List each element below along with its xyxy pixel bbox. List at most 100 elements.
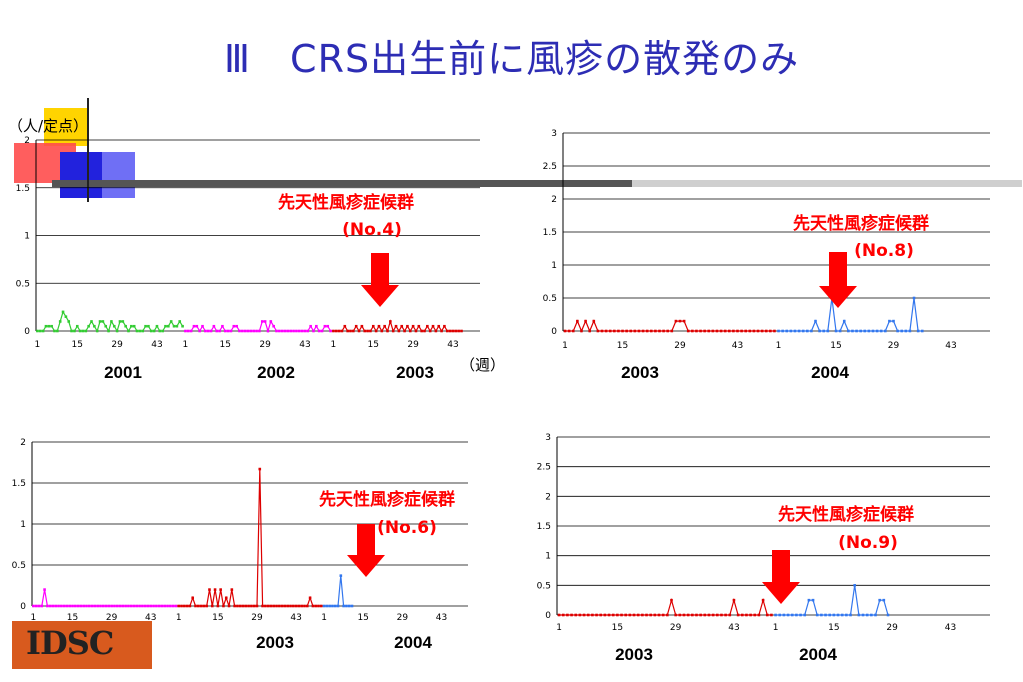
data-point — [682, 319, 686, 323]
data-point — [795, 613, 798, 617]
data-point — [238, 604, 242, 608]
y-tick-label: 1.5 — [16, 184, 30, 194]
data-point — [908, 329, 912, 333]
data-point — [616, 613, 619, 617]
y-tick-label: 0.5 — [16, 279, 30, 289]
data-point — [65, 604, 69, 608]
data-point — [118, 320, 122, 323]
x-tick-label: 15 — [357, 613, 368, 623]
x-tick-label: 29 — [670, 623, 682, 633]
data-point — [311, 604, 315, 608]
data-point — [115, 604, 119, 608]
x-tick-label: 1 — [35, 340, 41, 350]
data-point — [875, 329, 879, 333]
data-point — [756, 329, 760, 333]
x-tick-label: 15 — [368, 340, 379, 350]
series-line-2004 — [775, 585, 889, 616]
data-point — [847, 329, 850, 333]
data-point — [143, 604, 147, 608]
data-point — [138, 604, 141, 608]
annotation-number: (No.9) — [838, 533, 898, 553]
data-point — [342, 604, 345, 608]
data-point — [411, 324, 415, 328]
x-tick-label: 43 — [945, 341, 956, 351]
data-point — [339, 574, 343, 577]
data-point — [454, 329, 458, 333]
data-point — [715, 613, 719, 617]
x-tick-label: 1 — [183, 340, 189, 350]
data-point — [707, 613, 711, 617]
data-point — [255, 329, 258, 333]
data-point — [582, 613, 586, 617]
data-point — [805, 329, 809, 333]
data-point — [617, 329, 620, 333]
arrow-icon — [347, 524, 385, 577]
data-point — [711, 613, 715, 617]
data-point — [793, 329, 797, 333]
x-tick-label: 43 — [151, 340, 162, 350]
x-tick-label: 1 — [321, 613, 327, 623]
x-tick-label: 29 — [251, 613, 263, 623]
data-point — [172, 324, 176, 328]
data-point — [691, 613, 694, 617]
data-point — [764, 329, 768, 333]
y-tick-label: 0 — [545, 611, 551, 621]
data-point — [121, 320, 125, 323]
data-point — [244, 604, 248, 608]
data-point — [445, 329, 449, 333]
data-point — [896, 329, 899, 333]
data-point — [666, 329, 669, 333]
data-point — [397, 329, 401, 333]
year-label: 2003 — [396, 363, 434, 382]
data-point — [600, 329, 604, 333]
x-tick-label: 15 — [617, 341, 628, 351]
x-unit-label: （週） — [460, 356, 505, 374]
data-point — [64, 315, 68, 318]
data-point — [278, 329, 281, 333]
x-tick-label: 15 — [612, 623, 623, 633]
data-point — [185, 604, 189, 608]
data-point — [147, 324, 150, 328]
data-point — [649, 329, 653, 333]
data-point — [132, 324, 136, 328]
data-point — [54, 604, 58, 608]
data-point — [460, 329, 463, 333]
data-point — [325, 604, 329, 608]
data-point — [857, 613, 861, 617]
data-point — [236, 604, 239, 608]
logo-text: IDSC — [26, 624, 114, 662]
series-line-2002 — [185, 319, 332, 334]
annotation-number: (No.6) — [377, 518, 437, 538]
data-point — [169, 604, 172, 608]
data-point — [892, 319, 895, 323]
data-point — [820, 613, 823, 617]
data-point — [563, 329, 567, 333]
data-point — [613, 329, 616, 333]
data-point — [84, 329, 88, 333]
data-point — [595, 613, 598, 617]
y-tick-label: 2 — [24, 136, 30, 146]
data-point — [744, 329, 748, 333]
data-point — [834, 329, 838, 333]
data-point — [192, 324, 196, 328]
data-point — [437, 324, 441, 328]
data-point — [229, 329, 233, 333]
data-point — [222, 604, 225, 608]
data-point — [736, 329, 739, 333]
data-point — [269, 604, 273, 608]
data-point — [127, 329, 130, 333]
data-point — [320, 329, 324, 333]
y-tick-label: 2.5 — [543, 162, 557, 172]
data-point — [641, 613, 644, 617]
data-point — [76, 604, 80, 608]
data-point — [141, 329, 145, 333]
data-point — [60, 604, 63, 608]
data-point — [96, 604, 99, 608]
data-point — [218, 329, 221, 333]
data-point — [849, 613, 852, 617]
data-point — [188, 604, 192, 608]
data-point — [87, 604, 91, 608]
data-point — [247, 604, 250, 608]
data-point — [280, 604, 284, 608]
data-point — [826, 329, 830, 333]
